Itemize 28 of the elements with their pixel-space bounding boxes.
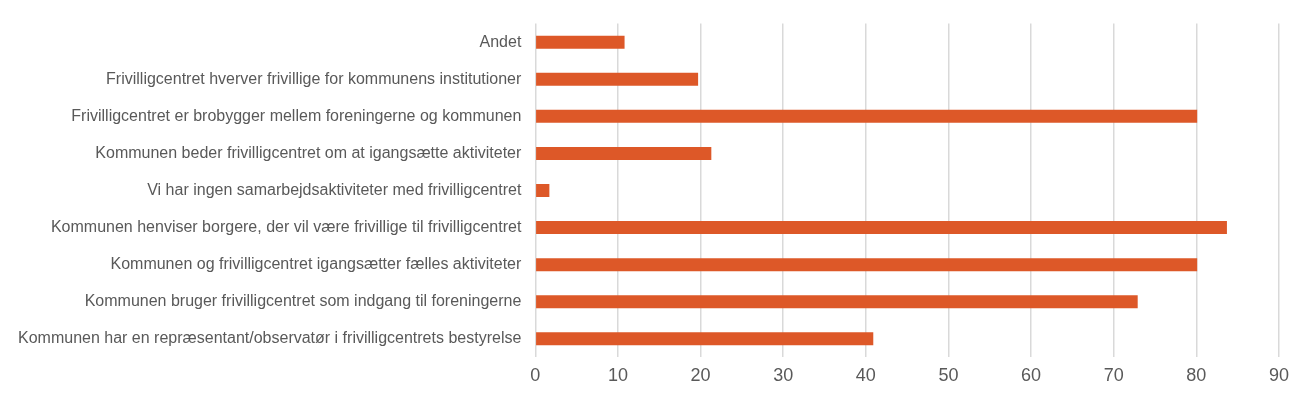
y-tick-label: Kommunen og frivilligcentret igangsætter fælles aktiviteter (110, 255, 522, 273)
y-tick-label: Kommunen bruger frivilligcentret som indgang til foreningerne (84, 292, 522, 310)
bar (536, 221, 1227, 235)
bar (536, 109, 1198, 123)
y-tick-label: Andet (479, 32, 522, 50)
x-tick-label: 60 (1021, 365, 1042, 386)
x-tick-label: 0 (530, 365, 541, 386)
x-tick-label: 30 (773, 365, 794, 386)
x-tick-label: 90 (1268, 365, 1289, 386)
x-tick-label: 80 (1186, 365, 1207, 386)
bar (536, 295, 1138, 309)
y-tick-label: Vi har ingen samarbejdsaktiviteter med frivilligcentret (147, 180, 522, 198)
x-tick-label: 10 (607, 365, 628, 386)
y-tick-label: Kommunen beder frivilligcentret om at igangsætte aktiviteter (95, 143, 522, 161)
y-tick-label: Kommunen henviser borgere, der vil være frivillige til frivilligcentret (50, 218, 522, 235)
x-tick-label: 70 (1103, 365, 1124, 386)
bar (536, 332, 874, 346)
x-tick-label: 40 (855, 365, 876, 386)
bar (536, 258, 1198, 272)
y-tick-label: Frivilligcentret hverver frivillige for kommunens institutioner (106, 69, 522, 87)
bar (536, 184, 550, 197)
x-tick-label: 20 (690, 365, 711, 386)
y-tick-label: Frivilligcentret er brobygger mellem foreningerne og kommunen (71, 106, 522, 124)
y-tick-label: Kommunen har en repræsentant/observatør i frivilligcentrets bestyrelse (18, 329, 522, 347)
bar (536, 146, 712, 160)
x-tick-label: 50 (938, 365, 959, 386)
bar (536, 35, 625, 49)
bar (536, 72, 699, 86)
